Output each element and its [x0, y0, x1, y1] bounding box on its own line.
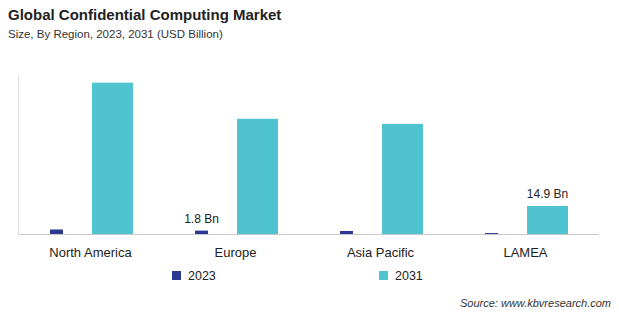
data-labels: 1.8 Bn 14.9 Bn	[184, 187, 568, 226]
x-axis-line	[19, 234, 599, 235]
bar	[382, 124, 423, 234]
legend-label: 2031	[395, 269, 423, 283]
legend-label: 2023	[188, 269, 216, 283]
bar	[92, 83, 133, 234]
x-tick-label: LAMEA	[503, 245, 547, 260]
data-label: 1.8 Bn	[184, 212, 219, 226]
bars	[50, 83, 568, 234]
x-tick: Asia Pacific	[347, 234, 415, 260]
legend: 2023 2031	[172, 269, 423, 283]
x-tick: Europe	[215, 234, 257, 260]
y-axis	[18, 75, 19, 235]
x-tick-label: North America	[49, 245, 132, 260]
legend-item: 2031	[379, 269, 423, 283]
bar	[237, 119, 278, 234]
legend-swatch	[379, 271, 388, 280]
y-axis-line	[18, 75, 19, 235]
x-tick-label: Asia Pacific	[347, 245, 415, 260]
subtitle: Size, By Region, 2023, 2031 (USD Billion…	[8, 28, 223, 40]
data-label: 14.9 Bn	[527, 187, 568, 201]
x-tick: North America	[49, 234, 132, 260]
legend-swatch	[172, 271, 181, 280]
bar	[527, 206, 568, 234]
source: Source: www.kbvresearch.com	[460, 297, 611, 309]
legend-item: 2023	[172, 269, 216, 283]
bar	[340, 231, 353, 234]
bar	[50, 229, 63, 234]
x-tick-label: Europe	[215, 245, 257, 260]
x-tick: LAMEA	[503, 234, 547, 260]
x-axis: North America Europe Asia Pacific LAMEA	[19, 234, 599, 260]
bar	[485, 233, 498, 234]
title: Global Confidential Computing Market	[8, 6, 281, 23]
bar	[195, 231, 208, 234]
